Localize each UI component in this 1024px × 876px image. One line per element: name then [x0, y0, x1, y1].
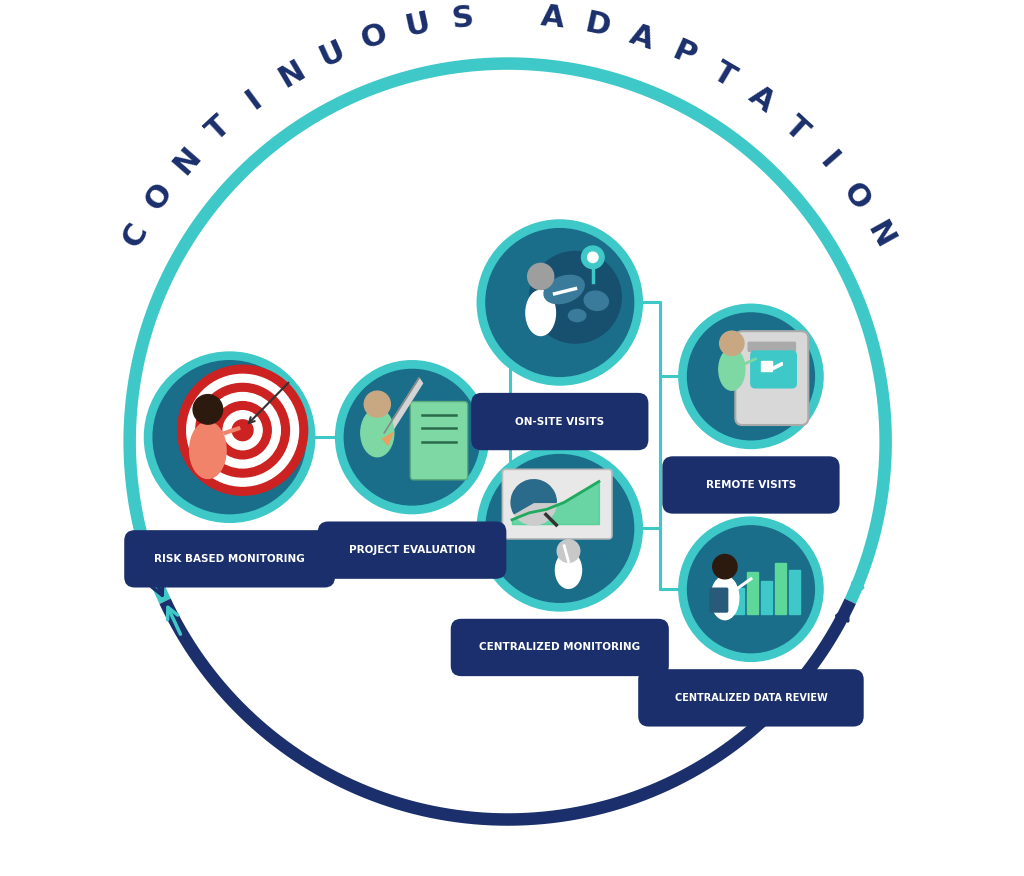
Circle shape: [720, 331, 744, 356]
FancyBboxPatch shape: [411, 401, 468, 480]
Circle shape: [344, 370, 480, 505]
Circle shape: [205, 392, 281, 468]
Circle shape: [336, 361, 488, 513]
Ellipse shape: [544, 275, 585, 304]
Text: A: A: [626, 20, 657, 55]
Circle shape: [232, 420, 253, 441]
FancyBboxPatch shape: [124, 530, 335, 588]
Text: T: T: [708, 57, 740, 93]
Ellipse shape: [555, 552, 582, 589]
Circle shape: [529, 251, 622, 343]
Polygon shape: [383, 433, 393, 445]
Text: I: I: [813, 147, 843, 175]
Text: N: N: [168, 142, 207, 180]
Circle shape: [679, 304, 823, 449]
Ellipse shape: [711, 576, 738, 619]
Circle shape: [214, 401, 271, 459]
Text: O: O: [357, 19, 391, 55]
Bar: [762, 581, 772, 613]
Circle shape: [186, 374, 299, 486]
Text: S: S: [450, 3, 475, 34]
Text: REMOTE VISITS: REMOTE VISITS: [706, 480, 796, 490]
Circle shape: [196, 384, 290, 477]
Circle shape: [687, 526, 814, 653]
Text: N: N: [273, 56, 310, 94]
Circle shape: [144, 352, 314, 522]
Text: PROJECT EVALUATION: PROJECT EVALUATION: [349, 545, 475, 555]
FancyBboxPatch shape: [751, 350, 797, 389]
Wedge shape: [511, 480, 556, 513]
Bar: [733, 588, 744, 613]
Bar: [748, 572, 758, 613]
Circle shape: [486, 455, 634, 603]
Text: N: N: [861, 217, 899, 253]
Circle shape: [223, 411, 262, 449]
Ellipse shape: [585, 291, 608, 310]
Text: RISK BASED MONITORING: RISK BASED MONITORING: [155, 554, 305, 564]
Text: O: O: [837, 178, 876, 215]
Ellipse shape: [526, 290, 555, 336]
Circle shape: [588, 252, 598, 263]
Circle shape: [511, 480, 556, 525]
Circle shape: [557, 540, 580, 562]
Circle shape: [177, 365, 307, 495]
FancyBboxPatch shape: [748, 342, 796, 352]
Text: CENTRALIZED DATA REVIEW: CENTRALIZED DATA REVIEW: [675, 693, 827, 703]
Circle shape: [687, 313, 814, 440]
Bar: [775, 563, 785, 613]
Circle shape: [365, 391, 390, 417]
Circle shape: [679, 517, 823, 661]
Text: A: A: [743, 81, 779, 118]
Ellipse shape: [568, 309, 586, 321]
Circle shape: [477, 220, 642, 385]
FancyBboxPatch shape: [317, 521, 506, 579]
Text: ON-SITE VISITS: ON-SITE VISITS: [515, 417, 604, 427]
FancyBboxPatch shape: [663, 456, 840, 513]
Text: P: P: [668, 36, 699, 72]
FancyBboxPatch shape: [471, 392, 648, 450]
Text: D: D: [583, 9, 613, 42]
FancyBboxPatch shape: [710, 588, 728, 612]
Circle shape: [477, 446, 642, 611]
Circle shape: [154, 361, 306, 513]
Text: O: O: [140, 178, 178, 215]
Ellipse shape: [189, 422, 226, 478]
Circle shape: [713, 555, 737, 579]
FancyBboxPatch shape: [503, 470, 612, 539]
Text: U: U: [314, 36, 349, 72]
Ellipse shape: [360, 409, 394, 456]
Polygon shape: [773, 363, 782, 370]
Circle shape: [194, 394, 222, 424]
Text: U: U: [402, 9, 433, 42]
Text: T: T: [779, 111, 814, 146]
Text: T: T: [202, 111, 237, 146]
Text: CENTRALIZED MONITORING: CENTRALIZED MONITORING: [479, 642, 640, 653]
FancyBboxPatch shape: [451, 618, 669, 676]
Ellipse shape: [719, 349, 744, 391]
Circle shape: [486, 229, 634, 377]
Text: I: I: [241, 85, 267, 115]
Text: A: A: [540, 3, 566, 34]
Text: C: C: [117, 218, 154, 252]
Polygon shape: [384, 378, 423, 438]
Polygon shape: [762, 361, 772, 371]
Circle shape: [527, 264, 554, 289]
Circle shape: [582, 246, 604, 269]
FancyBboxPatch shape: [735, 331, 808, 425]
FancyBboxPatch shape: [638, 669, 863, 726]
Bar: [790, 570, 800, 613]
